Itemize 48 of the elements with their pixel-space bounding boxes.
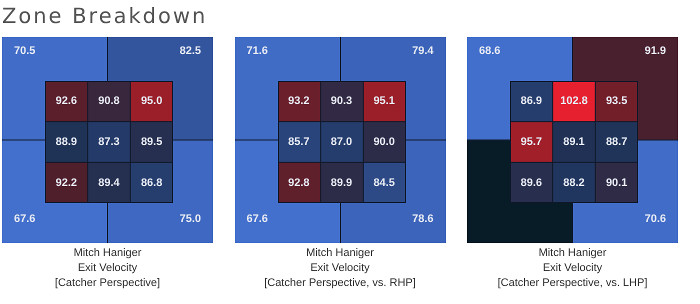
data-label: 70.6 (644, 213, 666, 225)
data-label: 88.2 (563, 176, 585, 189)
data-label: 89.4 (98, 176, 120, 189)
text: Mitch Haniger (305, 246, 375, 261)
data-label: 89.5 (140, 136, 162, 148)
data-label: 86.8 (140, 176, 162, 189)
annotation: Exit Velocity (76, 261, 138, 276)
data-label: 90.8 (98, 95, 120, 108)
data-label: 67.6 (246, 213, 268, 225)
data-label: 88.9 (56, 136, 78, 148)
data-label: 70.5 (14, 45, 36, 57)
data-label: 102.8 (560, 95, 588, 108)
data-label: 67.6 (14, 213, 36, 225)
data-label: 89.6 (520, 176, 542, 189)
text: Exit Velocity (542, 261, 604, 276)
data-label: 78.6 (412, 213, 434, 225)
data-label: 89.9 (330, 176, 352, 189)
data-label: 95.7 (520, 136, 542, 148)
text: [Catcher Perspective, vs. RHP] (263, 276, 417, 291)
data-label: 91.9 (644, 45, 666, 57)
data-label: 79.4 (412, 45, 434, 57)
data-label: 92.8 (288, 176, 310, 189)
data-label: 90.0 (373, 136, 395, 148)
text: [Catcher Perspective, vs. LHP] (496, 276, 648, 291)
data-label: 82.5 (180, 45, 201, 57)
data-label: 93.5 (606, 95, 628, 108)
data-label: 93.2 (288, 95, 310, 108)
data-label: 90.1 (606, 176, 628, 189)
data-label: 92.6 (56, 95, 78, 108)
data-label: 95.0 (140, 95, 162, 108)
data-label: 75.0 (180, 213, 201, 225)
data-label: 86.9 (520, 95, 542, 108)
data-label: 87.0 (330, 136, 352, 148)
annotation: Mitch Haniger (72, 246, 142, 261)
chart-title: Zone Breakdown (2, 4, 208, 28)
data-label: 87.3 (98, 136, 120, 148)
text: Exit Velocity (309, 261, 371, 276)
data-label: 88.7 (606, 136, 628, 148)
data-label: 71.6 (246, 45, 268, 57)
data-label: 89.1 (563, 136, 585, 148)
data-label: 85.7 (288, 136, 310, 148)
text: Mitch Haniger (538, 246, 608, 261)
data-label: 90.3 (330, 95, 352, 108)
data-label: 84.5 (373, 176, 395, 189)
data-label: 68.6 (479, 45, 500, 57)
text: [Catcher Perspective] (54, 276, 162, 291)
data-label: 92.2 (56, 176, 78, 189)
data-label: 95.1 (373, 95, 395, 108)
